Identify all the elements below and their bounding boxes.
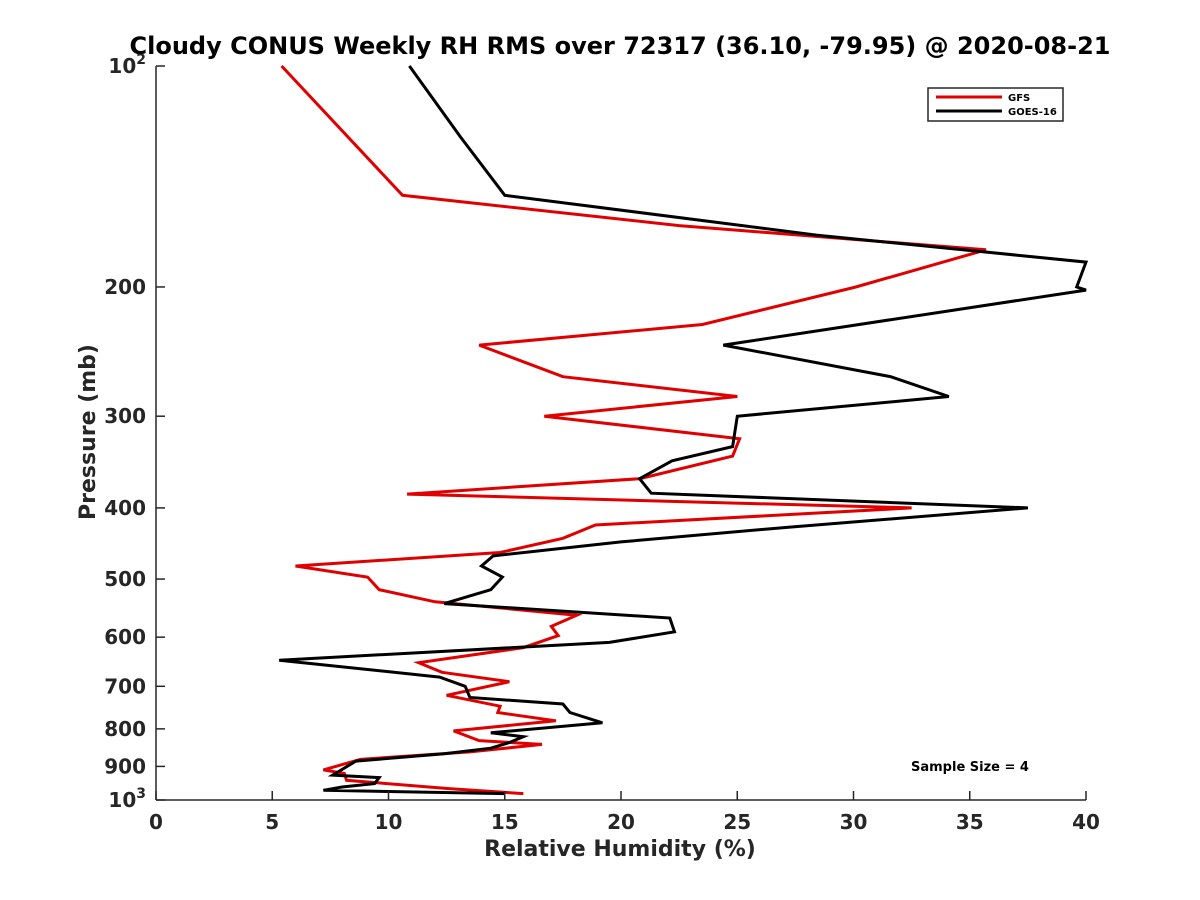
y-tick-label: 700 <box>104 674 146 698</box>
x-tick-label: 20 <box>607 810 635 834</box>
y-tick-label: 300 <box>104 404 146 428</box>
legend-box <box>927 87 1064 122</box>
series-line-gfs <box>280 64 987 796</box>
y-tick-label: 102 <box>108 52 146 78</box>
y-tick-label: 400 <box>104 496 146 520</box>
y-axis-label: Pressure (mb) <box>76 344 101 520</box>
x-tick-label: 0 <box>149 810 163 834</box>
x-axis-label: Relative Humidity (%) <box>484 837 756 862</box>
x-tick-label: 40 <box>1072 810 1100 834</box>
legend-label-goes16: GOES-16 <box>1008 107 1057 118</box>
y-tick-label: 200 <box>104 275 146 299</box>
y-tick-label: 800 <box>104 717 146 741</box>
y-tick-label: 900 <box>104 754 146 778</box>
x-tick-label: 35 <box>956 810 984 834</box>
x-tick-label: 10 <box>375 810 403 834</box>
chart-title: Cloudy CONUS Weekly RH RMS over 72317 (3… <box>130 32 1111 60</box>
sample-size-annotation: Sample Size = 4 <box>911 760 1029 775</box>
y-tick-label: 600 <box>104 625 146 649</box>
y-tick-label: 103 <box>108 786 146 812</box>
plot-area <box>279 64 1089 796</box>
x-tick-label: 30 <box>840 810 868 834</box>
x-tick-label: 15 <box>491 810 519 834</box>
x-tick-label: 25 <box>723 810 751 834</box>
axes: 0 5 10 15 20 25 30 35 40 102 200 300 400 500 600 700 800… <box>104 52 1100 834</box>
y-tick-label: 500 <box>104 567 146 591</box>
legend: GFS GOES-16 <box>927 87 1064 122</box>
legend-label-gfs: GFS <box>1008 93 1030 104</box>
x-tick-label: 5 <box>265 810 279 834</box>
series-line-goes16 <box>279 65 1089 796</box>
